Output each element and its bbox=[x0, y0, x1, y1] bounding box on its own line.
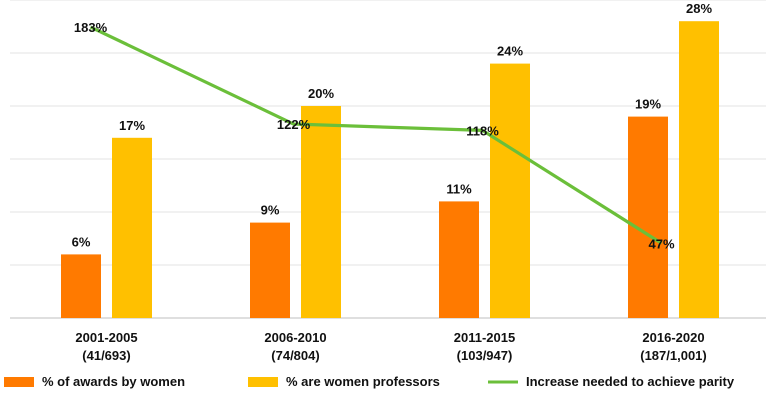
bars bbox=[61, 21, 719, 318]
bar-value-label: 9% bbox=[261, 203, 280, 218]
x-tick-label: 2006-2010 bbox=[264, 330, 326, 345]
x-tick-sublabel: (187/1,001) bbox=[640, 348, 707, 363]
parity-line bbox=[89, 25, 663, 245]
bar-women-professors bbox=[679, 21, 719, 318]
bar-women-professors bbox=[112, 137, 152, 318]
x-tick-sublabel: (103/947) bbox=[457, 348, 513, 363]
legend-label: Increase needed to achieve parity bbox=[526, 374, 735, 389]
legend-label: % of awards by women bbox=[42, 374, 185, 389]
bar-value-label: 24% bbox=[497, 44, 523, 59]
legend-swatch bbox=[248, 377, 278, 387]
bar-value-label: 11% bbox=[446, 181, 472, 196]
line-value-label: 47% bbox=[648, 236, 674, 251]
bar-value-label: 28% bbox=[686, 1, 712, 16]
bar-awards-women bbox=[628, 116, 668, 318]
bar-value-label: 17% bbox=[119, 118, 145, 133]
bar-awards-women bbox=[439, 201, 479, 318]
bar-value-label: 20% bbox=[308, 86, 334, 101]
x-axis: 2001-2005 (41/693) 2006-2010 (74/804) 2011-2… bbox=[75, 330, 706, 363]
line-value-label: 118% bbox=[466, 123, 499, 138]
bar-awards-women bbox=[250, 222, 290, 318]
bar-value-label: 19% bbox=[635, 97, 661, 112]
x-tick-sublabel: (74/804) bbox=[271, 348, 319, 363]
bar-value-label: 6% bbox=[72, 234, 91, 249]
legend-swatch bbox=[4, 377, 34, 387]
x-tick-label: 2001-2005 bbox=[75, 330, 137, 345]
legend: % of awards by women % are women professo… bbox=[4, 374, 735, 389]
bar-women-professors bbox=[301, 106, 341, 318]
bar-awards-women bbox=[61, 254, 101, 318]
line-value-label: 183% bbox=[74, 20, 108, 35]
bar-women-professors bbox=[490, 63, 530, 318]
x-tick-label: 2011-2015 bbox=[454, 330, 515, 345]
x-tick-sublabel: (41/693) bbox=[82, 348, 130, 363]
line-value-labels: 183% 122% 118% 47% bbox=[74, 20, 675, 251]
bar-value-labels: 6% 17% 9% 20% 11% 24% 19% 28% bbox=[72, 1, 713, 249]
x-tick-label: 2016-2020 bbox=[642, 330, 704, 345]
legend-label: % are women professors bbox=[286, 374, 440, 389]
parity-line-path bbox=[89, 25, 663, 245]
line-value-label: 122% bbox=[277, 117, 311, 132]
